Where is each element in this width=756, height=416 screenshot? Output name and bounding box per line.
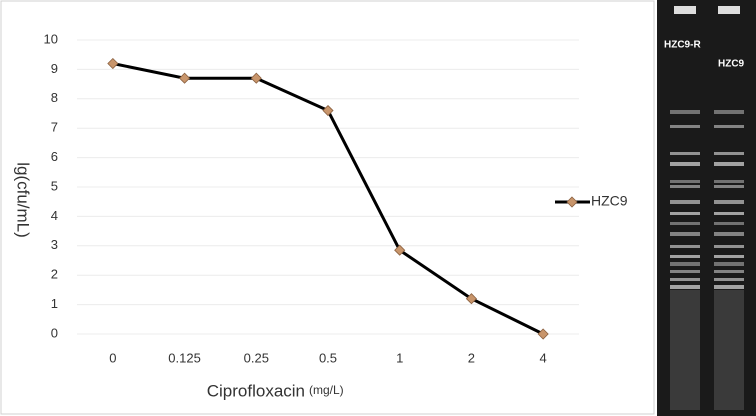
gel-band [714, 162, 744, 166]
gel-band [670, 185, 700, 188]
gel-band [670, 255, 700, 258]
gel-band [670, 125, 700, 128]
gel-band [670, 278, 700, 281]
gel-band [714, 110, 744, 114]
gel-band [714, 255, 744, 258]
gel-band [714, 245, 744, 248]
gel-band [670, 270, 700, 273]
lane-label: HZC9 [718, 59, 745, 70]
gel-band [714, 232, 744, 236]
y-tick-label: 9 [51, 61, 58, 76]
gel-well [674, 6, 696, 14]
gel-band [714, 180, 744, 183]
y-tick-label: 3 [51, 237, 58, 252]
gel-smear [714, 290, 744, 410]
gel-band [670, 245, 700, 248]
y-tick-label: 6 [51, 149, 58, 164]
gel-band [670, 212, 700, 215]
gel-band [670, 162, 700, 166]
gel-image: HZC9-R HZC9 [657, 0, 756, 416]
gel-band [670, 232, 700, 236]
lane-label: HZC9-R [664, 40, 701, 51]
gel-band [714, 270, 744, 273]
gel-band [670, 285, 700, 289]
gel-smear [670, 290, 700, 410]
y-axis-label: lg(cfu/mL) [14, 162, 33, 238]
gel-band [670, 222, 700, 225]
gel-band [714, 285, 744, 289]
figure: Ciprofloxacin (mg/L) lg(cfu/mL) HZC9-R H… [0, 0, 756, 416]
gel-band [670, 110, 700, 114]
gel-band [714, 185, 744, 188]
x-tick-label: 1 [396, 350, 403, 365]
y-tick-label: 8 [51, 90, 58, 105]
x-tick-label: 0 [109, 350, 116, 365]
y-tick-label: 5 [51, 178, 58, 193]
gel-band [714, 200, 744, 204]
y-tick-label: 4 [51, 208, 58, 223]
gel-band [670, 180, 700, 183]
x-tick-label: 0.5 [319, 350, 337, 365]
x-axis-unit: (mg/L) [309, 383, 344, 397]
x-tick-label: 4 [540, 350, 547, 365]
gel-band [714, 222, 744, 225]
legend-label: HZC9 [591, 193, 628, 209]
y-tick-label: 2 [51, 267, 58, 282]
gel-well [718, 6, 740, 14]
gel-band [714, 212, 744, 215]
gel-band [714, 152, 744, 155]
x-tick-label: 0.125 [168, 350, 201, 365]
x-tick-label: 0.25 [244, 350, 269, 365]
y-tick-label: 0 [51, 325, 58, 340]
y-tick-label: 10 [44, 31, 58, 46]
x-axis-label: Ciprofloxacin [207, 381, 305, 400]
gel-band [670, 262, 700, 266]
gel-band [714, 262, 744, 266]
gel-band [670, 152, 700, 155]
gel-band [714, 278, 744, 281]
y-tick-label: 7 [51, 120, 58, 135]
gel-band [714, 125, 744, 128]
x-tick-label: 2 [468, 350, 475, 365]
y-tick-label: 1 [51, 296, 58, 311]
gel-band [670, 200, 700, 204]
